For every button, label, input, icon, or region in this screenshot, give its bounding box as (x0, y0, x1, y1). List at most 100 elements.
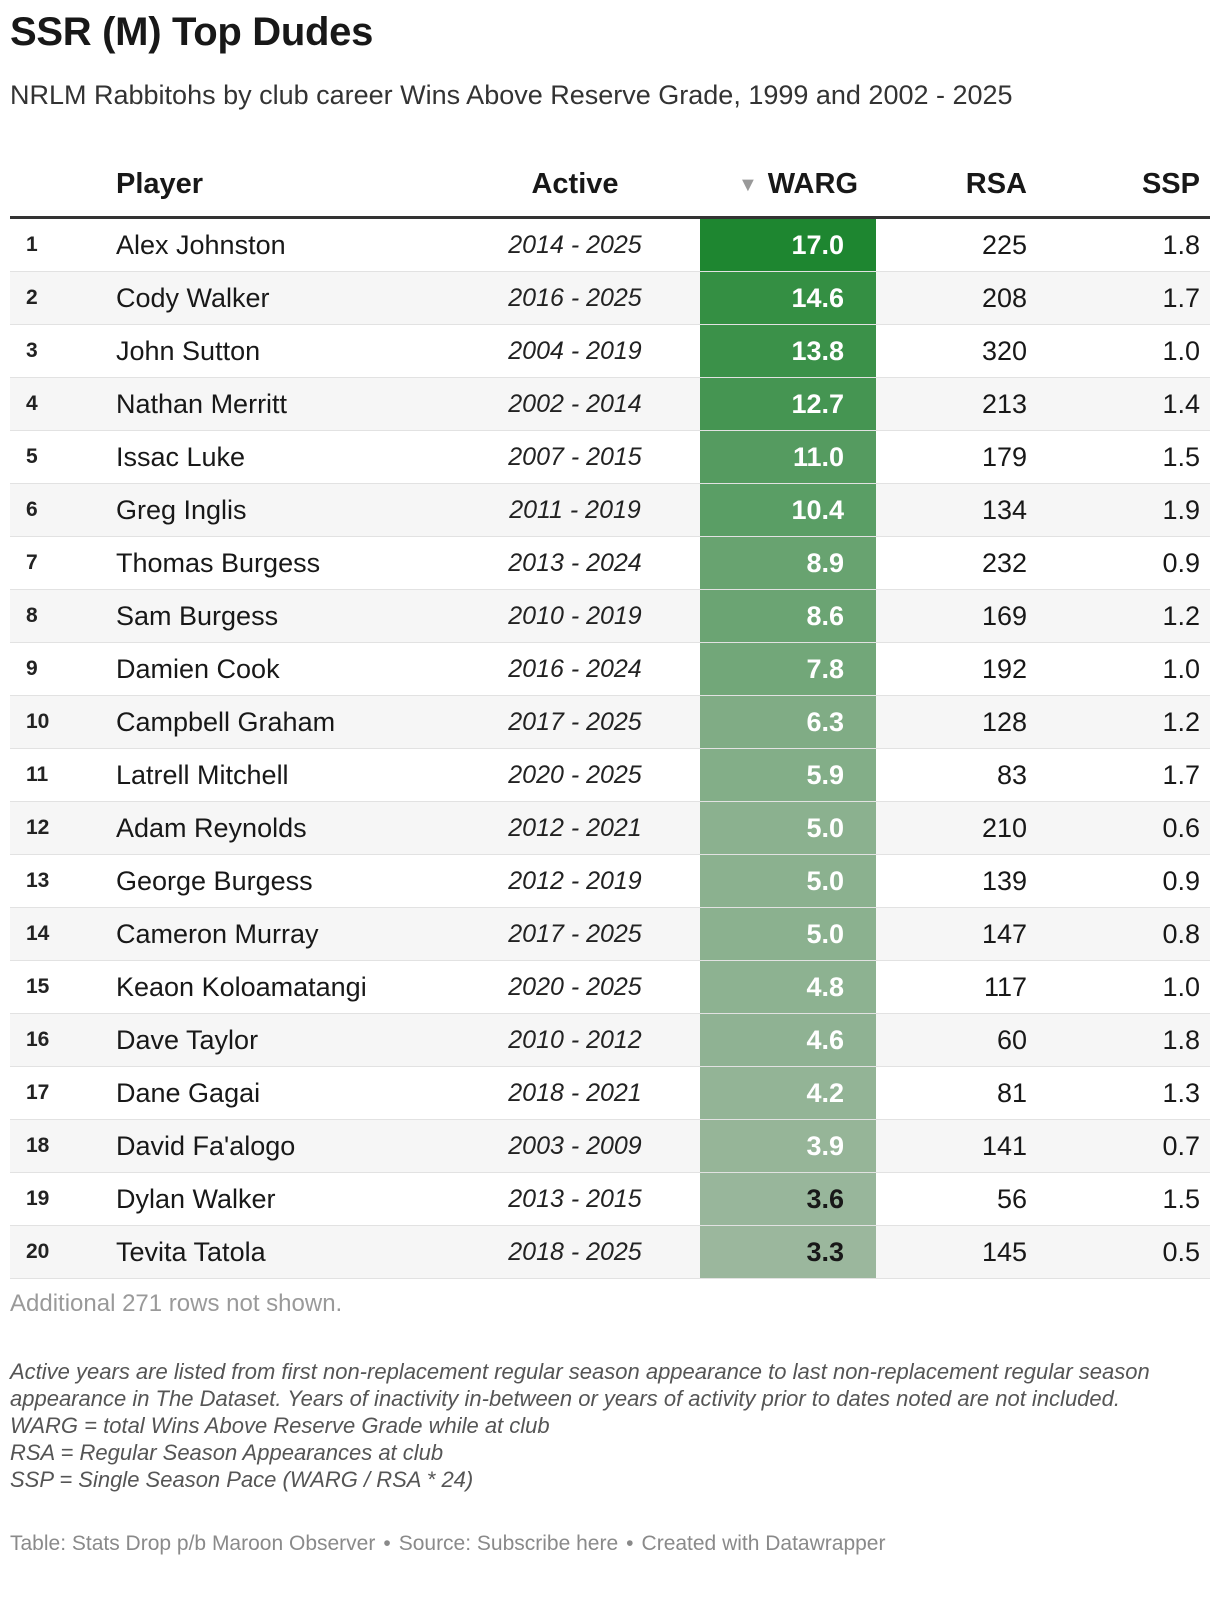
column-header-warg-label: WARG (767, 168, 858, 200)
rank-cell: 13 (26, 869, 50, 892)
warg-cell: 6.3 (700, 696, 876, 748)
table-row: 5 Issac Luke 2007 - 2015 11.0 179 1.5 (10, 431, 1210, 484)
active-cell: 2018 - 2025 (508, 1238, 642, 1266)
rank-cell: 2 (26, 286, 38, 309)
table-row: 9 Damien Cook 2016 - 2024 7.8 192 1.0 (10, 643, 1210, 696)
rank-cell: 5 (26, 445, 38, 468)
warg-cell: 13.8 (700, 325, 876, 377)
rsa-cell: 192 (981, 654, 1027, 684)
player-cell: David Fa'alogo (116, 1131, 296, 1161)
rank-cell: 16 (26, 1028, 50, 1051)
ssp-cell: 0.7 (1162, 1131, 1200, 1161)
column-header-player[interactable]: Player (116, 168, 204, 200)
credit-separator: • (383, 1532, 391, 1555)
rank-cell: 6 (26, 498, 38, 521)
ssp-cell: 1.8 (1162, 230, 1200, 260)
rsa-cell: 141 (981, 1131, 1027, 1161)
ssp-cell: 1.7 (1162, 283, 1200, 313)
chart-subtitle: NRLM Rabbitohs by club career Wins Above… (10, 80, 1013, 110)
ssp-cell: 0.8 (1162, 919, 1200, 949)
active-cell: 2011 - 2019 (509, 496, 641, 524)
column-header-warg[interactable]: ▼ WARG (698, 168, 858, 201)
warg-cell: 8.6 (700, 590, 876, 642)
table-row: 1 Alex Johnston 2014 - 2025 17.0 225 1.8 (10, 219, 1210, 272)
ssp-cell: 1.7 (1162, 760, 1200, 790)
rank-cell: 12 (26, 816, 50, 839)
rsa-cell: 179 (981, 442, 1027, 472)
warg-cell: 10.4 (700, 484, 876, 536)
player-cell: Nathan Merritt (116, 389, 288, 419)
rank-cell: 20 (26, 1240, 50, 1263)
warg-cell: 5.0 (700, 908, 876, 960)
warg-cell: 14.6 (700, 272, 876, 324)
table-row: 15 Keaon Koloamatangi 2020 - 2025 4.8 117 1.0 (10, 961, 1210, 1014)
table-row: 20 Tevita Tatola 2018 - 2025 3.3 145 0.5 (10, 1226, 1210, 1279)
warg-cell: 8.9 (700, 537, 876, 589)
active-cell: 2013 - 2015 (508, 1185, 642, 1213)
ssp-cell: 1.5 (1162, 442, 1200, 472)
player-cell: Keaon Koloamatangi (116, 972, 367, 1002)
player-cell: Dane Gagai (116, 1078, 261, 1108)
warg-cell: 7.8 (700, 643, 876, 695)
player-cell: Dylan Walker (116, 1184, 276, 1214)
ssp-cell: 1.2 (1162, 601, 1200, 631)
rank-cell: 9 (26, 657, 38, 680)
rsa-cell: 320 (981, 336, 1027, 366)
ssp-cell: 1.0 (1162, 972, 1200, 1002)
table-header: Player Active ▼ WARG RSA SSP (10, 158, 1210, 219)
ssp-cell: 1.5 (1162, 1184, 1200, 1214)
chart-title: SSR (M) Top Dudes (10, 10, 374, 54)
player-cell: Issac Luke (116, 442, 246, 472)
warg-cell: 3.9 (700, 1120, 876, 1172)
rsa-cell: 213 (981, 389, 1027, 419)
active-cell: 2012 - 2019 (508, 867, 642, 895)
ssp-cell: 1.0 (1162, 654, 1200, 684)
credit-source[interactable]: Source: Subscribe here (398, 1532, 619, 1555)
ssp-cell: 0.6 (1162, 813, 1200, 843)
rank-cell: 4 (26, 392, 38, 415)
warg-cell: 11.0 (700, 431, 876, 483)
player-cell: Cameron Murray (116, 919, 319, 949)
player-cell: Thomas Burgess (116, 548, 321, 578)
column-header-ssp[interactable]: SSP (1141, 168, 1200, 200)
rsa-cell: 83 (996, 760, 1027, 790)
more-rows-note: Additional 271 rows not shown. (10, 1290, 343, 1317)
rank-cell: 8 (26, 604, 38, 627)
rank-cell: 10 (26, 710, 50, 733)
player-cell: Damien Cook (116, 654, 280, 684)
table-row: 16 Dave Taylor 2010 - 2012 4.6 60 1.8 (10, 1014, 1210, 1067)
table-row: 13 George Burgess 2012 - 2019 5.0 139 0.9 (10, 855, 1210, 908)
credit-separator: • (626, 1532, 634, 1555)
column-header-active[interactable]: Active (531, 168, 619, 200)
warg-cell: 5.9 (700, 749, 876, 801)
table-row: 2 Cody Walker 2016 - 2025 14.6 208 1.7 (10, 272, 1210, 325)
rsa-cell: 232 (981, 548, 1027, 578)
table-row: 17 Dane Gagai 2018 - 2021 4.2 81 1.3 (10, 1067, 1210, 1120)
active-cell: 2016 - 2025 (508, 284, 642, 312)
player-cell: Cody Walker (116, 283, 270, 313)
ssp-cell: 1.0 (1162, 336, 1200, 366)
rsa-cell: 134 (981, 495, 1027, 525)
active-cell: 2016 - 2024 (508, 655, 642, 683)
rsa-cell: 210 (981, 813, 1027, 843)
warg-cell: 3.6 (700, 1173, 876, 1225)
warg-cell: 17.0 (700, 219, 876, 271)
credit-created[interactable]: Created with Datawrapper (641, 1532, 886, 1555)
column-header-rsa[interactable]: RSA (965, 168, 1027, 200)
warg-cell: 3.3 (700, 1226, 876, 1278)
player-cell: Sam Burgess (116, 601, 279, 631)
rsa-cell: 225 (981, 230, 1027, 260)
table-row: 19 Dylan Walker 2013 - 2015 3.6 56 1.5 (10, 1173, 1210, 1226)
player-cell: Alex Johnston (116, 230, 286, 260)
table-row: 3 John Sutton 2004 - 2019 13.8 320 1.0 (10, 325, 1210, 378)
ssp-cell: 0.5 (1162, 1237, 1200, 1267)
rsa-cell: 128 (981, 707, 1027, 737)
rsa-cell: 81 (996, 1078, 1027, 1108)
ssp-cell: 0.9 (1162, 548, 1200, 578)
rsa-cell: 117 (983, 972, 1027, 1002)
ssp-cell: 1.4 (1162, 389, 1200, 419)
rsa-cell: 208 (981, 283, 1027, 313)
rsa-cell: 56 (996, 1184, 1027, 1214)
note-warg-definition: WARG = total Wins Above Reserve Grade wh… (10, 1413, 550, 1438)
table-row: 10 Campbell Graham 2017 - 2025 6.3 128 1.2 (10, 696, 1210, 749)
